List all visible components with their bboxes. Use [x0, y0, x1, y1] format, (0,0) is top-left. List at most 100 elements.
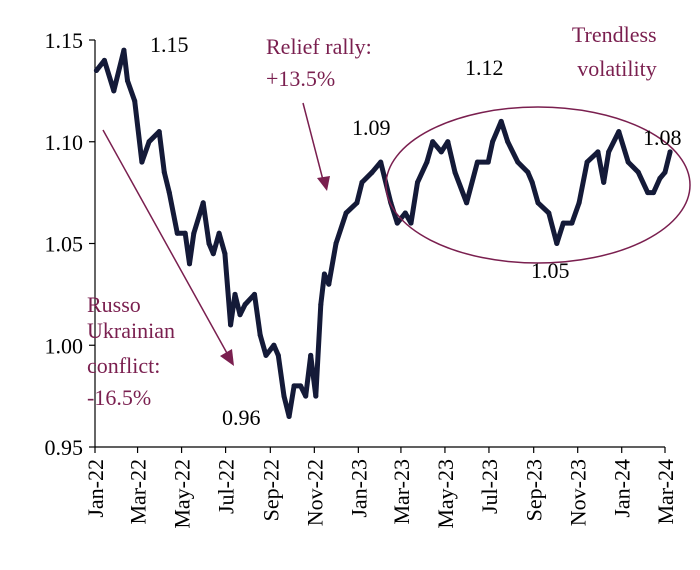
axes: 0.95 1.00 1.05 1.10 1.15 Jan-22 Mar-22 May-22 Ju…: [45, 28, 679, 529]
value-label-rally-peak: 1.09: [352, 115, 391, 140]
series-point: [333, 241, 339, 246]
series-point: [281, 393, 287, 399]
series-point: [182, 230, 188, 236]
series-point: [271, 342, 277, 348]
y-tick-label: 0.95: [45, 435, 84, 460]
series-point: [525, 169, 531, 175]
x-tick-label: Nov-23: [566, 459, 591, 526]
series-point: [321, 271, 327, 277]
series-point: [263, 352, 269, 358]
x-tick-label: Nov-22: [302, 459, 327, 526]
x-tick-label: Jul-22: [214, 459, 239, 514]
series-point: [595, 149, 601, 155]
series-point: [125, 78, 130, 84]
conflict-arrow-line: [102, 129, 229, 356]
series-point: [275, 352, 281, 358]
series-point: [601, 179, 607, 185]
series-point: [187, 261, 192, 267]
series-point: [515, 159, 521, 165]
series-layer: [93, 47, 673, 419]
series-point: [286, 414, 292, 419]
annotation-conflict-line-4: -16.5%: [87, 385, 151, 410]
series-point: [402, 210, 408, 216]
series-point: [474, 159, 480, 165]
series-point: [206, 241, 212, 246]
series-point: [313, 393, 319, 399]
series-point: [529, 179, 535, 185]
series-point: [303, 393, 309, 399]
series-point: [645, 190, 651, 196]
series-point: [326, 281, 332, 287]
series-point: [408, 220, 414, 226]
annotation-trendless: Trendless volatility: [572, 22, 662, 81]
series-point: [415, 179, 420, 185]
series-point: [308, 352, 314, 358]
value-labels-layer: 1.15 0.96 1.09 1.12 1.05 1.08: [150, 32, 682, 430]
series-point: [111, 88, 117, 94]
series-point: [343, 210, 349, 216]
series-point: [464, 200, 470, 206]
value-label-oct23-low: 1.05: [531, 258, 570, 283]
series-point: [191, 230, 197, 236]
series-point: [354, 200, 360, 206]
x-tick-label: Jan-23: [346, 459, 371, 518]
series-point: [535, 200, 541, 206]
rally-arrow-head: [317, 176, 330, 191]
x-tick-label: Jan-24: [610, 459, 635, 518]
series-point: [438, 149, 444, 155]
series-point: [546, 210, 552, 216]
series-point: [635, 169, 641, 175]
series-point: [174, 230, 180, 236]
x-tick-label: Mar-23: [389, 459, 414, 525]
value-label-latest: 1.08: [643, 125, 682, 150]
series-point: [252, 291, 257, 297]
annotation-rally: Relief rally: +13.5%: [266, 34, 377, 91]
annotation-conflict: Russo Ukrainian conflict: -16.5%: [87, 292, 180, 410]
value-label-trough: 0.96: [222, 405, 261, 430]
annotation-trendless-line-1: Trendless: [572, 22, 657, 47]
x-tick-label: Sep-22: [258, 459, 283, 521]
annotation-trendless-line-2: volatility: [577, 56, 656, 81]
annotation-rally-line-1: Relief rally:: [266, 34, 372, 59]
x-tick-label: Mar-22: [126, 459, 151, 525]
series-point: [424, 159, 430, 165]
series-point: [452, 169, 458, 175]
series-point: [430, 139, 436, 145]
y-tick-label: 1.05: [45, 232, 84, 257]
annotation-conflict-line-3: conflict:: [87, 353, 160, 378]
series-point: [161, 169, 167, 175]
series-point: [606, 149, 612, 155]
series-point: [318, 302, 324, 307]
value-label-jul23-peak: 1.12: [465, 55, 504, 80]
series-point: [166, 190, 172, 196]
series-point: [651, 190, 656, 196]
series-point: [445, 139, 451, 145]
series-point: [257, 332, 263, 338]
series-point: [132, 98, 138, 104]
series-line-0: [93, 47, 673, 419]
x-tick-label: Jul-23: [477, 459, 502, 514]
series-point: [121, 47, 127, 53]
series-point: [93, 68, 99, 73]
x-tick-label: Jan-22: [83, 459, 108, 518]
series-point: [216, 230, 222, 236]
x-tick-label: Mar-24: [653, 459, 678, 525]
series-point: [378, 159, 384, 165]
series-point: [490, 139, 496, 145]
series-point: [616, 129, 622, 135]
series-point: [200, 200, 206, 206]
series-point: [662, 169, 668, 175]
series-point: [625, 159, 631, 165]
trendless-ellipse: [385, 106, 691, 264]
x-tick-label: Sep-23: [522, 459, 547, 521]
series-point: [298, 383, 304, 389]
series-point: [576, 200, 582, 206]
series-point: [156, 129, 162, 135]
series-point: [222, 251, 228, 257]
series-point: [242, 302, 248, 307]
series-point: [210, 251, 216, 257]
series-point: [498, 118, 504, 124]
series-point: [554, 241, 560, 246]
rally-arrow-line: [302, 102, 324, 181]
